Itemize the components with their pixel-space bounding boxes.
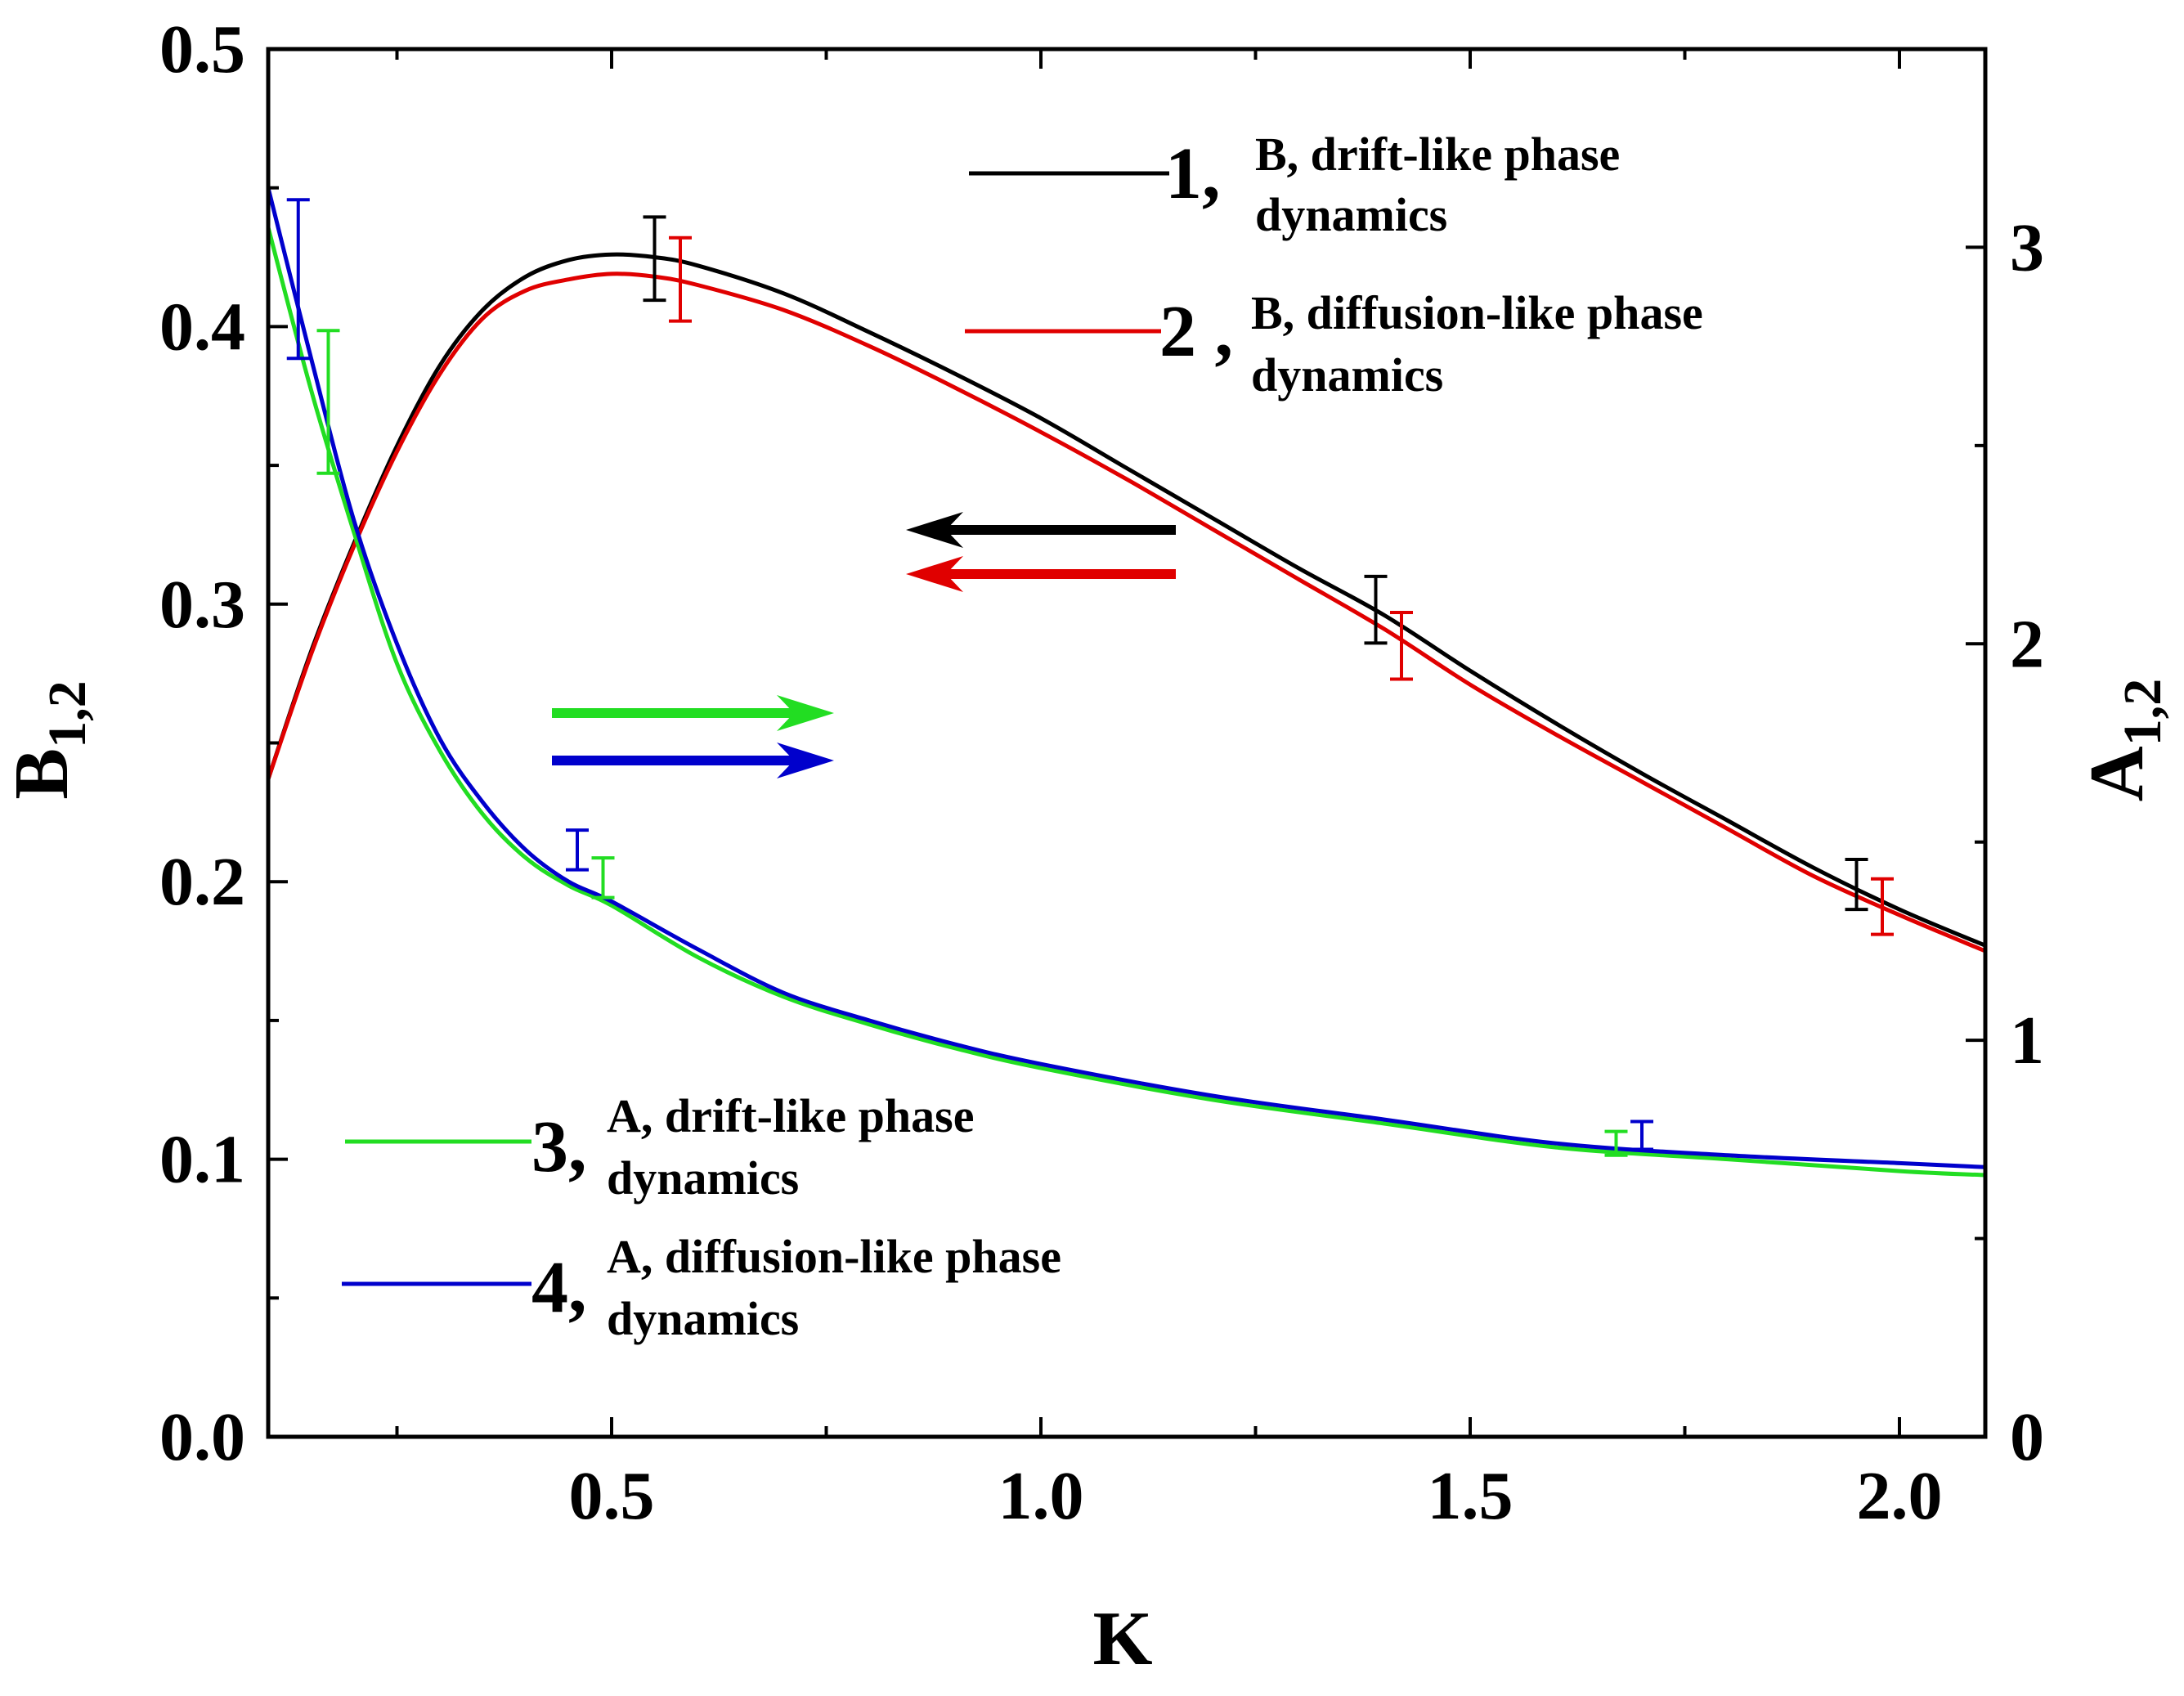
error-bar-s1-2 (1364, 574, 1388, 645)
y-right-tick-label: 3 (2010, 209, 2044, 285)
y-right-title-main: A (2074, 746, 2159, 801)
legend-number: 1, (1165, 133, 1221, 214)
axes (266, 47, 1988, 1439)
y-right-tick-label: 1 (2010, 1003, 2044, 1079)
y-right-axis-title: A1,2 (2074, 679, 2173, 801)
legend-text-line1: A, diffusion-like phase (607, 1230, 1061, 1283)
arrow-left-1 (906, 512, 1176, 548)
error-bars (286, 198, 1894, 1157)
x-tick-label: 1.5 (1428, 1458, 1514, 1534)
series-line-1 (268, 252, 1985, 948)
y-left-title-main: B (0, 748, 84, 800)
legend-entry-3: 3, A, drift-like phase dynamics (345, 1089, 975, 1205)
x-tick-label: 0.5 (569, 1458, 655, 1534)
error-bar-s4-3 (1630, 1119, 1653, 1151)
y-left-tick-label: 0.0 (159, 1399, 245, 1475)
error-bar-s2-2 (1390, 610, 1413, 681)
arrow-right-4 (552, 743, 834, 778)
legend-text-line2: dynamics (607, 1151, 799, 1205)
series-line-3 (268, 227, 1985, 1178)
legend-entry-4: 4, A, diffusion-like phase dynamics (342, 1230, 1061, 1345)
legend-entry-2: 2 , B, diffusion-like phase dynamics (965, 286, 1703, 402)
y-left-axis-title: B1,2 (0, 680, 97, 799)
error-bar-s4-2 (566, 828, 589, 872)
arrow-left-2 (906, 556, 1176, 592)
legend-text-line1: B, drift-like phase (1255, 128, 1620, 181)
error-bar-s3-1 (316, 329, 340, 475)
plot-frame (266, 47, 1988, 1439)
error-bar-s2-1 (669, 236, 692, 323)
legend-text-line2: dynamics (1255, 188, 1447, 241)
x-axis-title: K (1092, 1596, 1152, 1681)
error-bar-s1-1 (643, 215, 666, 303)
legend-number: 3, (531, 1106, 587, 1187)
x-tick-label: 1.0 (998, 1458, 1084, 1534)
y-left-tick-label: 0.2 (159, 844, 245, 920)
y-left-title-sub: 1,2 (38, 680, 97, 748)
legend-entry-1: 1, B, drift-like phase dynamics (969, 128, 1620, 241)
y-left-tick-label: 0.3 (159, 567, 245, 643)
y-left-tick-label: 0.1 (159, 1122, 245, 1198)
svg-text:A1,2: A1,2 (2074, 679, 2173, 801)
error-bar-s2-3 (1871, 877, 1894, 936)
series-line-4 (268, 187, 1985, 1169)
ticks: 0.5 1.0 1.5 2.0 0.0 0.1 0.2 0.3 0.4 0.5 0 1 2 3 (159, 11, 2044, 1534)
axis-arrows (552, 512, 1176, 778)
error-bar-s4-1 (286, 198, 310, 361)
error-bar-s3-2 (591, 856, 615, 900)
error-bar-s3-3 (1604, 1129, 1628, 1157)
series-line-2 (268, 271, 1985, 953)
error-bar-s1-3 (1845, 858, 1868, 912)
svg-text:B1,2: B1,2 (0, 680, 97, 799)
x-tick-label: 2.0 (1857, 1458, 1943, 1534)
legend-text-line2: dynamics (1251, 348, 1443, 402)
y-right-tick-label: 2 (2010, 606, 2044, 682)
legend: 1, B, drift-like phase dynamics 2 , B, diffu… (342, 128, 1703, 1345)
series-curves (268, 187, 1985, 1178)
legend-number: 2 , (1159, 291, 1233, 372)
legend-text-line1: B, diffusion-like phase (1251, 286, 1703, 339)
y-left-tick-label: 0.4 (159, 289, 245, 365)
legend-text-line1: A, drift-like phase (607, 1089, 975, 1142)
legend-text-line2: dynamics (607, 1292, 799, 1345)
y-right-title-sub: 1,2 (2113, 679, 2173, 747)
y-left-tick-label: 0.5 (159, 11, 245, 87)
legend-number: 4, (531, 1247, 587, 1328)
y-right-tick-label: 0 (2010, 1399, 2044, 1475)
arrow-right-3 (552, 695, 834, 731)
